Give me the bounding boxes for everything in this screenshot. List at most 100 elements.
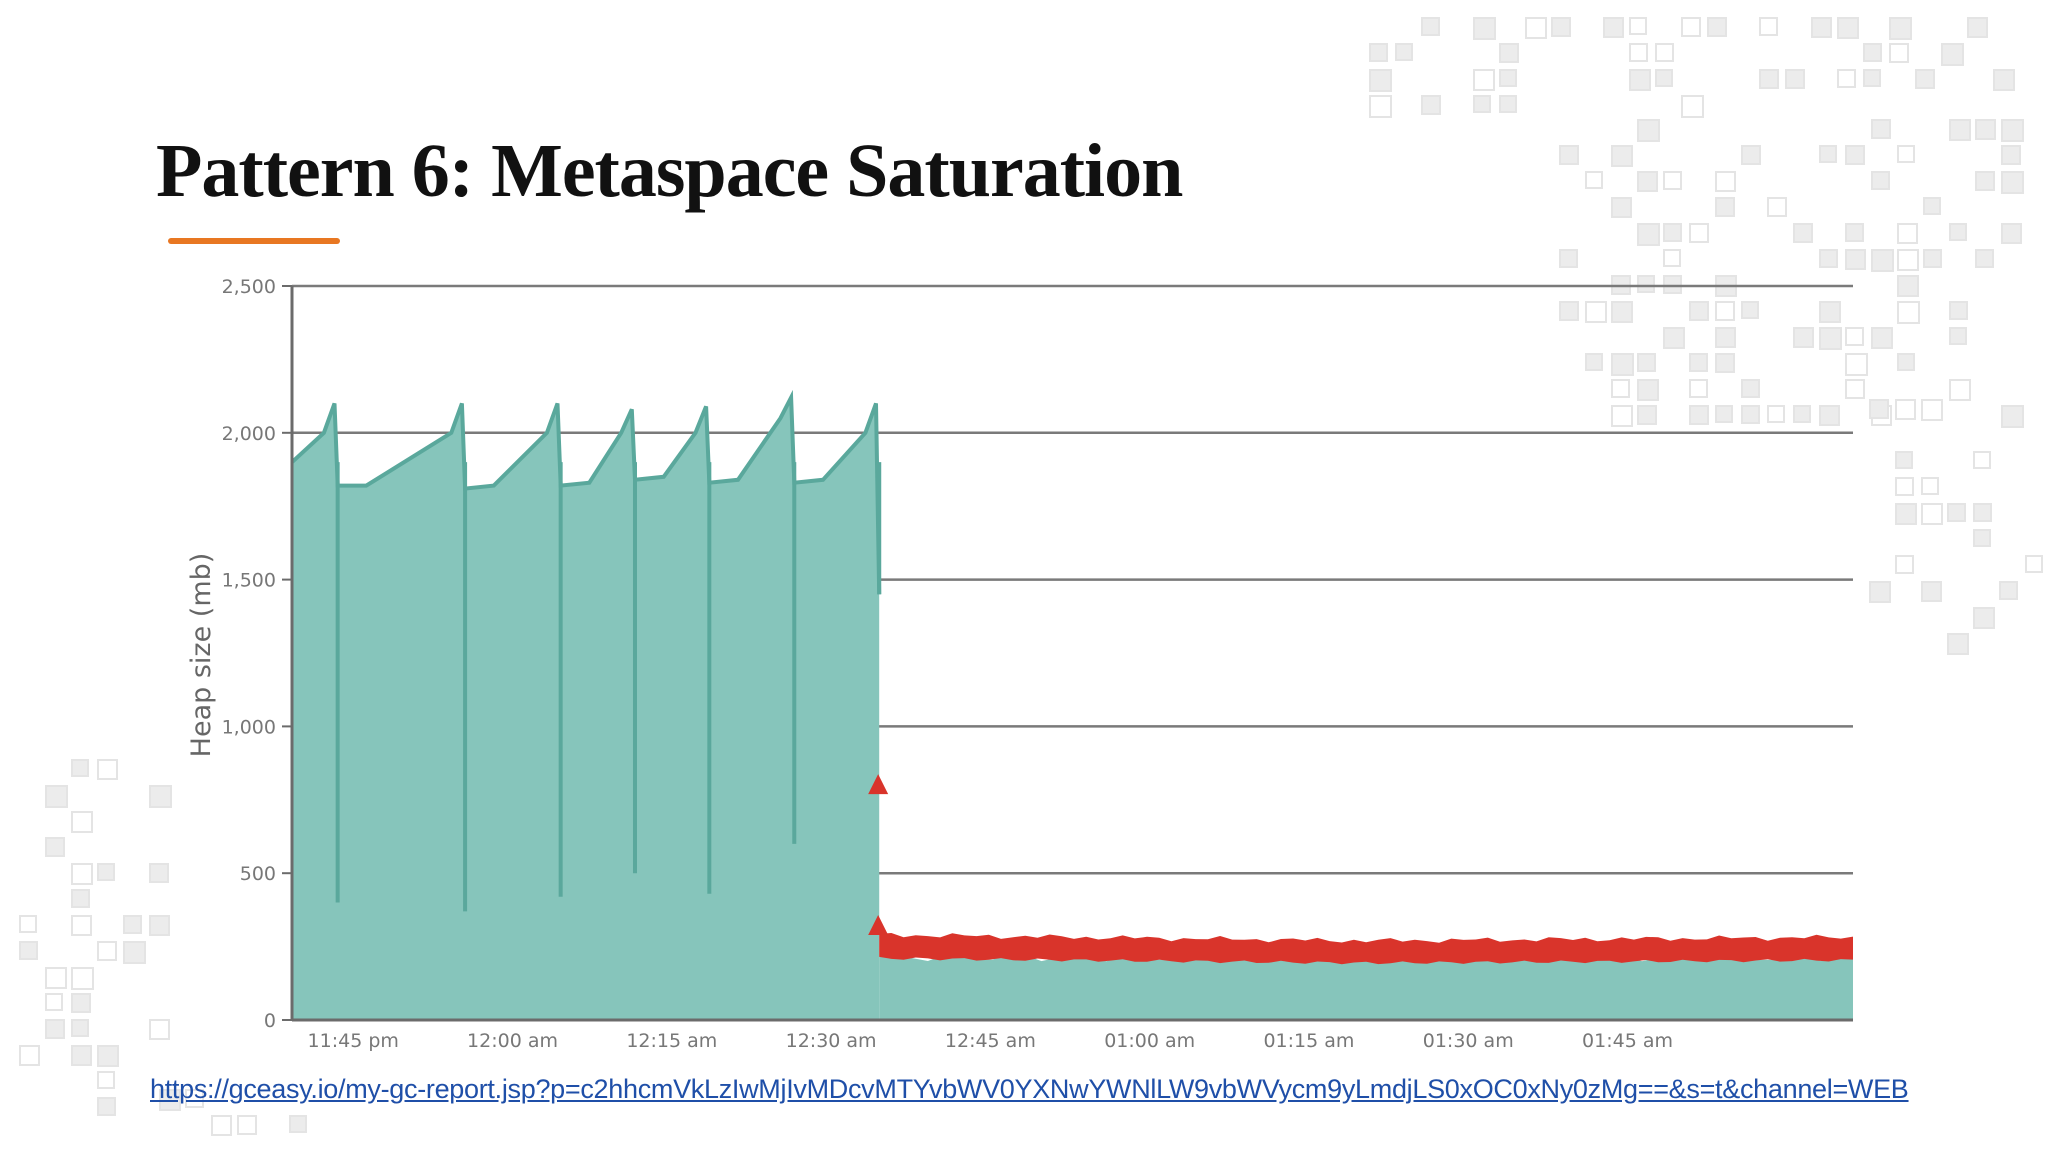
decorative-square [1603,17,1624,38]
decorative-square [97,759,118,780]
x-tick-labels: 11:45 pm 12:00 am 12:15 am 12:30 am 12:45 am… [308,1030,1673,1052]
heap-area-after-oom [879,952,1853,1020]
decorative-square [149,863,169,883]
x-tick-label: 01:15 am [1263,1030,1354,1052]
decorative-square [1975,171,1995,191]
decorative-square [1845,327,1864,346]
decorative-square [71,915,92,936]
decorative-square [1611,197,1632,218]
decorative-square [1741,145,1761,165]
decorative-square [237,1115,257,1135]
decorative-square [97,1097,116,1116]
decorative-square [1559,301,1579,321]
decorative-square [1785,69,1805,89]
decorative-square [1921,581,1942,602]
decorative-square [1395,43,1413,61]
decorative-square [1663,171,1682,190]
decorative-square [1863,43,1882,62]
decorative-square [1897,249,1919,271]
decorative-square [1741,301,1759,319]
decorative-square [1637,275,1655,293]
decorative-square [1663,275,1682,294]
decorative-square [1923,197,1941,215]
decorative-square [1559,249,1578,268]
decorative-square [1611,405,1633,427]
decorative-square [1689,353,1708,372]
decorative-square [1369,43,1388,62]
x-tick-label: 12:15 am [626,1030,717,1052]
decorative-square [1525,17,1547,39]
decorative-square [1889,17,1912,40]
decorative-square [1655,69,1673,87]
source-link[interactable]: https://gceasy.io/my-gc-report.jsp?p=c2h… [150,1074,1909,1104]
decorative-square [1973,503,1992,522]
x-tick-label: 01:30 am [1423,1030,1514,1052]
y-tick-label: 500 [240,863,276,885]
decorative-square [1871,119,1891,139]
decorative-square [1369,95,1392,118]
decorative-square [2001,171,2024,194]
chart-axes [282,285,1853,1022]
decorative-square [123,915,142,934]
decorative-square [2001,405,2024,428]
x-tick-label: 01:45 am [1582,1030,1673,1052]
decorative-square [1923,249,1942,268]
decorative-square [1655,43,1674,62]
decorative-square [1715,405,1733,423]
decorative-square [1941,43,1964,66]
decorative-square [19,1045,40,1066]
decorative-square [19,915,37,933]
decorative-square [1551,17,1571,37]
decorative-square [1975,249,1994,268]
decorative-square [97,1045,119,1067]
decorative-square [1947,633,1969,655]
decorative-square [1897,301,1920,324]
decorative-square [1473,69,1495,91]
decorative-square [1871,249,1894,272]
decorative-square [1837,17,1859,39]
decorative-square [1611,353,1634,376]
x-tick-label: 01:00 am [1104,1030,1195,1052]
decorative-square [1949,301,1968,320]
decorative-square [1895,399,1916,420]
decorative-square [289,1115,307,1133]
decorative-square [1689,301,1709,321]
decorative-square [1689,223,1709,243]
decorative-square [1819,405,1840,426]
decorative-square [45,993,63,1011]
decorative-square [97,1071,115,1089]
decorative-square [1793,327,1814,348]
decorative-square [1499,69,1517,87]
decorative-square [45,837,65,857]
decorative-square [1707,17,1727,37]
gc-events-band [879,933,1853,965]
title-underline [168,238,340,244]
decorative-square [1369,69,1392,92]
decorative-square [45,785,68,808]
decorative-square [1499,43,1519,63]
decorative-square [1741,379,1760,398]
decorative-square [1895,477,1914,496]
decorative-square [1629,17,1647,35]
x-tick-label: 12:45 am [945,1030,1036,1052]
decorative-square [1915,69,1935,89]
decorative-square [211,1115,232,1136]
decorative-square [1947,503,1966,522]
decorative-square [1871,171,1890,190]
decorative-square [1897,145,1915,163]
decorative-square [97,941,117,961]
decorative-square [1999,581,2018,600]
decorative-square [1811,17,1832,38]
decorative-square [1819,327,1842,350]
decorative-square [1819,301,1841,323]
decorative-square [2001,223,2022,244]
decorative-square [1869,581,1891,603]
decorative-square [1973,451,1991,469]
chart-series-heap [290,389,1853,1021]
decorative-square [71,1045,92,1066]
gc-event-marker [868,915,889,936]
decorative-square [1715,301,1735,321]
decorative-square [1637,405,1657,425]
decorative-square [1845,223,1864,242]
